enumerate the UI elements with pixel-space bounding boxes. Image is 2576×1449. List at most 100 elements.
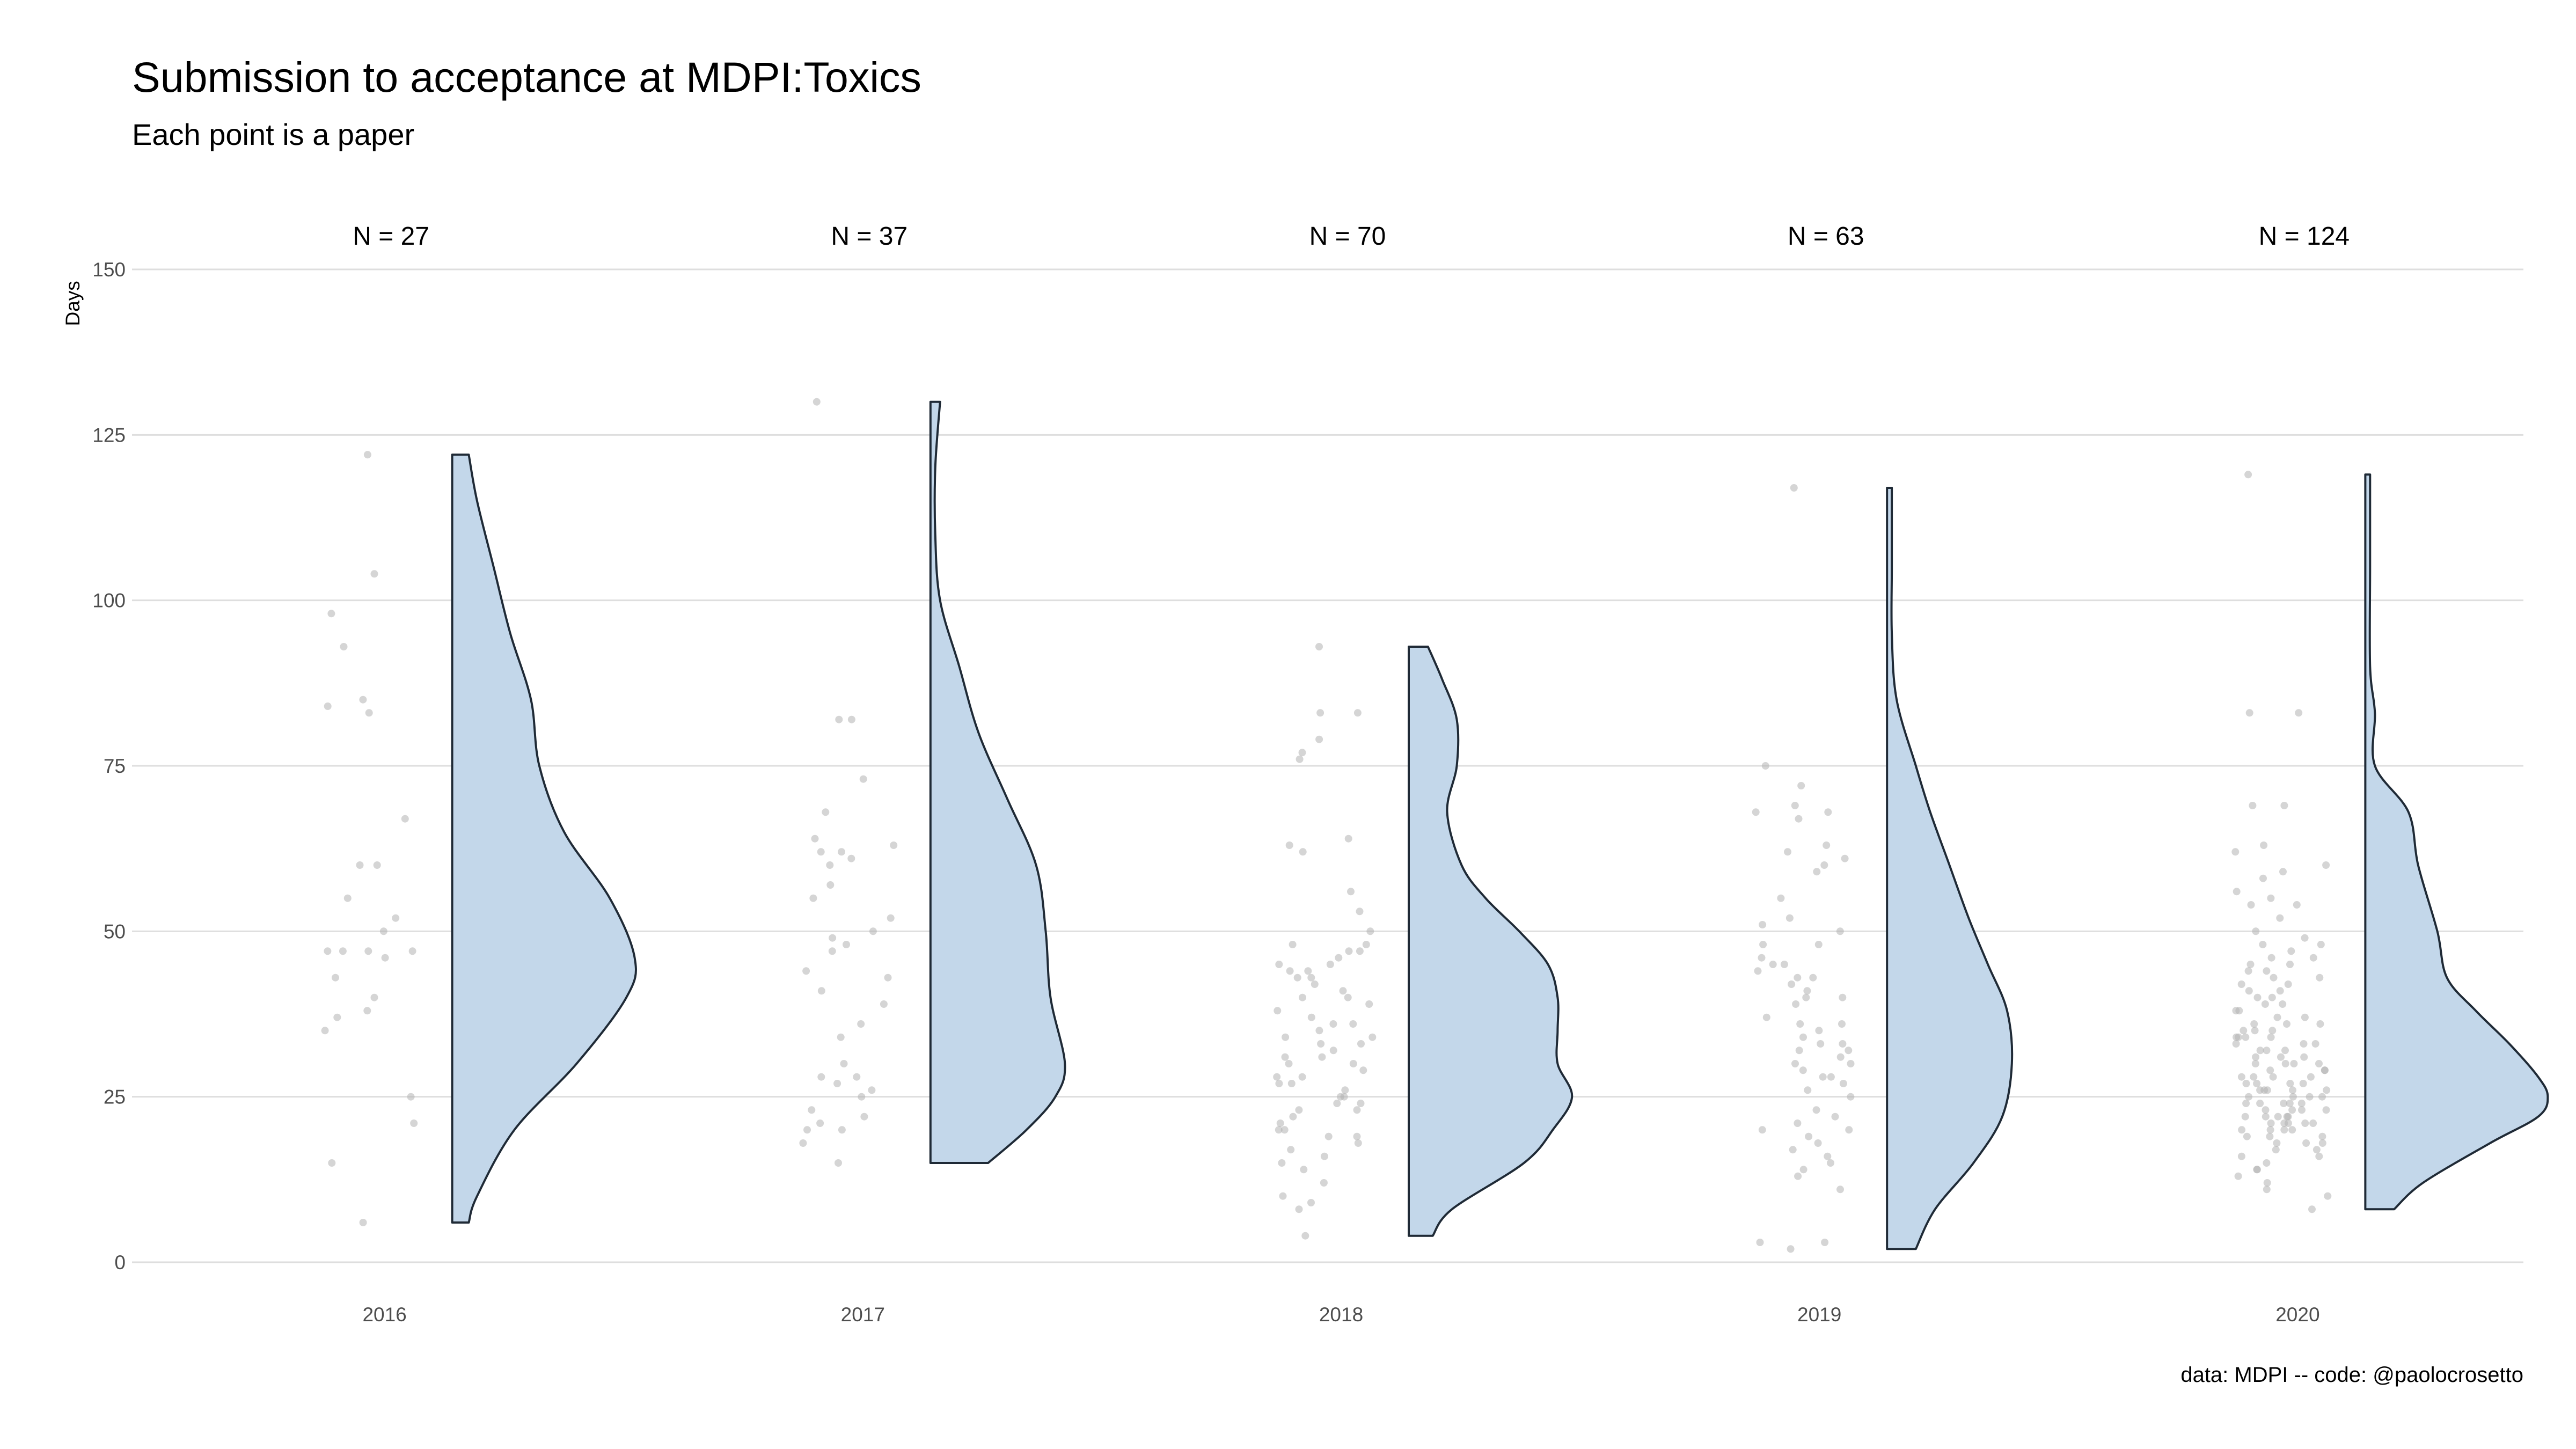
data-point xyxy=(1295,1106,1303,1114)
data-point xyxy=(1836,927,1844,935)
y-tick-label: 125 xyxy=(92,424,126,446)
y-tick-label: 100 xyxy=(92,590,126,612)
data-point xyxy=(2263,1179,2271,1187)
data-point xyxy=(2295,709,2303,717)
data-point xyxy=(2274,1113,2282,1121)
data-point xyxy=(1354,1139,1362,1147)
data-point xyxy=(2273,1139,2281,1147)
data-point xyxy=(1761,762,1769,770)
data-point xyxy=(1344,993,1352,1001)
data-point xyxy=(840,1060,848,1067)
data-point xyxy=(2286,1080,2294,1087)
data-point xyxy=(2318,1132,2326,1140)
data-point xyxy=(1300,1166,1308,1174)
data-point xyxy=(799,1139,807,1147)
data-point xyxy=(2237,980,2245,988)
data-point xyxy=(2242,1100,2250,1107)
data-point xyxy=(1838,1020,1846,1028)
data-point xyxy=(1301,1232,1309,1240)
data-point xyxy=(2251,1060,2259,1067)
data-point xyxy=(1839,1040,1847,1048)
data-point xyxy=(1791,1060,1799,1067)
data-point xyxy=(2308,1205,2316,1213)
data-point xyxy=(2317,941,2325,948)
data-point xyxy=(826,861,834,869)
data-point xyxy=(2256,1100,2264,1107)
data-point xyxy=(2280,1126,2288,1134)
data-point xyxy=(1335,954,1343,962)
data-point xyxy=(340,643,348,650)
data-point xyxy=(1296,755,1304,763)
data-point xyxy=(847,715,855,723)
data-point xyxy=(2288,1106,2296,1114)
data-point xyxy=(2273,1013,2281,1021)
data-point xyxy=(1758,954,1766,962)
data-point xyxy=(1769,961,1777,968)
data-point xyxy=(1317,1040,1325,1048)
data-point xyxy=(2280,1100,2288,1107)
data-point xyxy=(1756,1239,1764,1246)
data-point xyxy=(1836,1053,1845,1061)
data-point xyxy=(869,927,877,935)
data-point xyxy=(2322,1106,2330,1114)
data-point xyxy=(835,715,843,723)
data-point xyxy=(2252,927,2260,935)
x-tick-label: 2016 xyxy=(362,1304,406,1326)
data-point xyxy=(1286,967,1294,975)
data-point xyxy=(1847,1060,1855,1067)
data-point xyxy=(2238,1126,2246,1134)
data-point xyxy=(2299,1080,2307,1087)
data-point xyxy=(2270,974,2278,982)
data-point xyxy=(808,1106,816,1114)
data-point xyxy=(1824,808,1832,816)
data-point xyxy=(2267,954,2275,962)
data-point xyxy=(2245,709,2253,717)
data-point xyxy=(2246,961,2255,968)
data-point xyxy=(2268,1027,2277,1035)
data-point xyxy=(1279,1192,1287,1200)
data-point xyxy=(2279,868,2287,876)
data-point xyxy=(1759,921,1767,928)
data-point xyxy=(1813,868,1821,876)
count-label: N = 37 xyxy=(831,222,908,251)
data-point xyxy=(2316,974,2324,982)
data-point xyxy=(1827,1073,1835,1081)
data-point xyxy=(2298,1106,2306,1114)
data-point xyxy=(324,702,332,710)
data-point xyxy=(1275,1080,1283,1087)
data-point xyxy=(321,1027,329,1035)
data-point xyxy=(857,1020,865,1028)
data-point xyxy=(2263,1185,2271,1194)
data-point xyxy=(1275,1126,1283,1134)
data-point xyxy=(1282,1033,1290,1041)
data-point xyxy=(2288,1126,2296,1134)
data-point xyxy=(2301,934,2309,942)
data-point xyxy=(2279,1000,2287,1008)
data-point xyxy=(1329,1020,1337,1028)
data-point xyxy=(364,947,372,955)
data-point xyxy=(1289,941,1297,948)
data-point xyxy=(333,1013,341,1021)
data-point xyxy=(2260,841,2268,849)
data-point xyxy=(2253,993,2262,1001)
data-point xyxy=(1285,1060,1293,1067)
data-point xyxy=(1794,974,1802,982)
data-point xyxy=(2263,1159,2271,1167)
y-tick-labels: 0 25 50 75 100 125 150 xyxy=(92,259,126,1274)
data-point xyxy=(859,775,867,783)
data-point xyxy=(2301,1119,2309,1127)
data-point xyxy=(410,1119,418,1127)
data-point xyxy=(1777,894,1785,902)
data-point xyxy=(2231,848,2240,856)
data-point xyxy=(356,861,364,869)
violin-2020 xyxy=(2364,473,2549,1211)
data-point xyxy=(2286,1100,2294,1107)
data-point xyxy=(2253,1166,2261,1174)
data-point xyxy=(2266,1126,2274,1134)
data-point xyxy=(379,927,387,935)
data-point xyxy=(1318,1053,1326,1061)
data-point xyxy=(1329,1046,1337,1055)
data-point xyxy=(2263,967,2271,975)
data-point xyxy=(1758,1126,1766,1134)
data-point xyxy=(1762,1013,1770,1021)
